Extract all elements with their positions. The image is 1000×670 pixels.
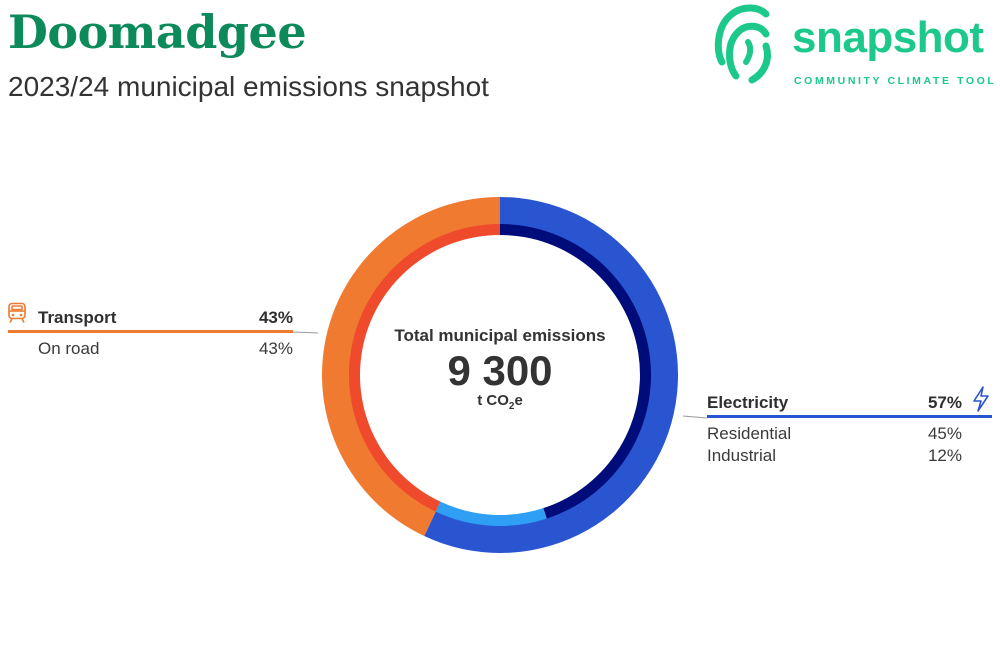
logo-tagline: COMMUNITY CLIMATE TOOL [794, 75, 997, 87]
inner-slice-electricity-industrial [435, 501, 547, 526]
legend-electricity-rule [707, 415, 992, 418]
legend-item: Industrial 12% [707, 445, 962, 467]
total-unit: t CO2e [380, 392, 620, 412]
leader-line-electricity [682, 415, 708, 419]
unit-prefix: t CO [477, 392, 509, 410]
legend-transport-header: Transport 43% [38, 307, 293, 329]
fingerprint-icon [714, 4, 771, 84]
total-value: 9 300 [447, 347, 553, 394]
chart-center: Total municipal emissions 9 300 t CO2e [380, 326, 620, 412]
leader-line-transport [292, 331, 319, 334]
unit-subscript: 2 [508, 401, 515, 413]
legend-transport: Transport 43% On road 43% [8, 307, 293, 360]
legend-item-percent: 45% [927, 424, 962, 443]
legend-item-label: On road [38, 339, 100, 358]
train-icon [8, 302, 26, 323]
legend-electricity-label: Electricity [707, 393, 789, 412]
page-subtitle: 2023/24 municipal emissions snapshot [8, 71, 489, 102]
legend-transport-label: Transport [38, 308, 117, 327]
legend-item: On road 43% [38, 338, 293, 360]
legend-item-label: Residential [707, 424, 792, 443]
legend-electricity-header: Electricity 57% [707, 392, 962, 414]
total-label: Total municipal emissions [394, 326, 606, 345]
unit-suffix: e [514, 392, 523, 410]
legend-electricity-percent: 57% [927, 393, 962, 412]
legend-item-percent: 12% [927, 446, 962, 465]
legend-transport-rule [8, 330, 293, 333]
legend-item: Residential 45% [707, 423, 962, 445]
lightning-bolt-icon [973, 386, 989, 412]
snapshot-logo: snapshot COMMUNITY CLIMATE TOOL [712, 0, 1000, 92]
legend-transport-percent: 43% [258, 308, 293, 327]
legend-item-label: Industrial [707, 446, 776, 465]
page-title: Doomadgee [8, 5, 307, 59]
logo-wordmark: snapshot [792, 13, 984, 62]
legend-item-percent: 43% [258, 339, 293, 358]
outer-slice-transport [322, 197, 500, 537]
outer-slice-electricity [424, 197, 678, 553]
legend-electricity: Electricity 57% Residential 45% Industri… [707, 392, 992, 467]
